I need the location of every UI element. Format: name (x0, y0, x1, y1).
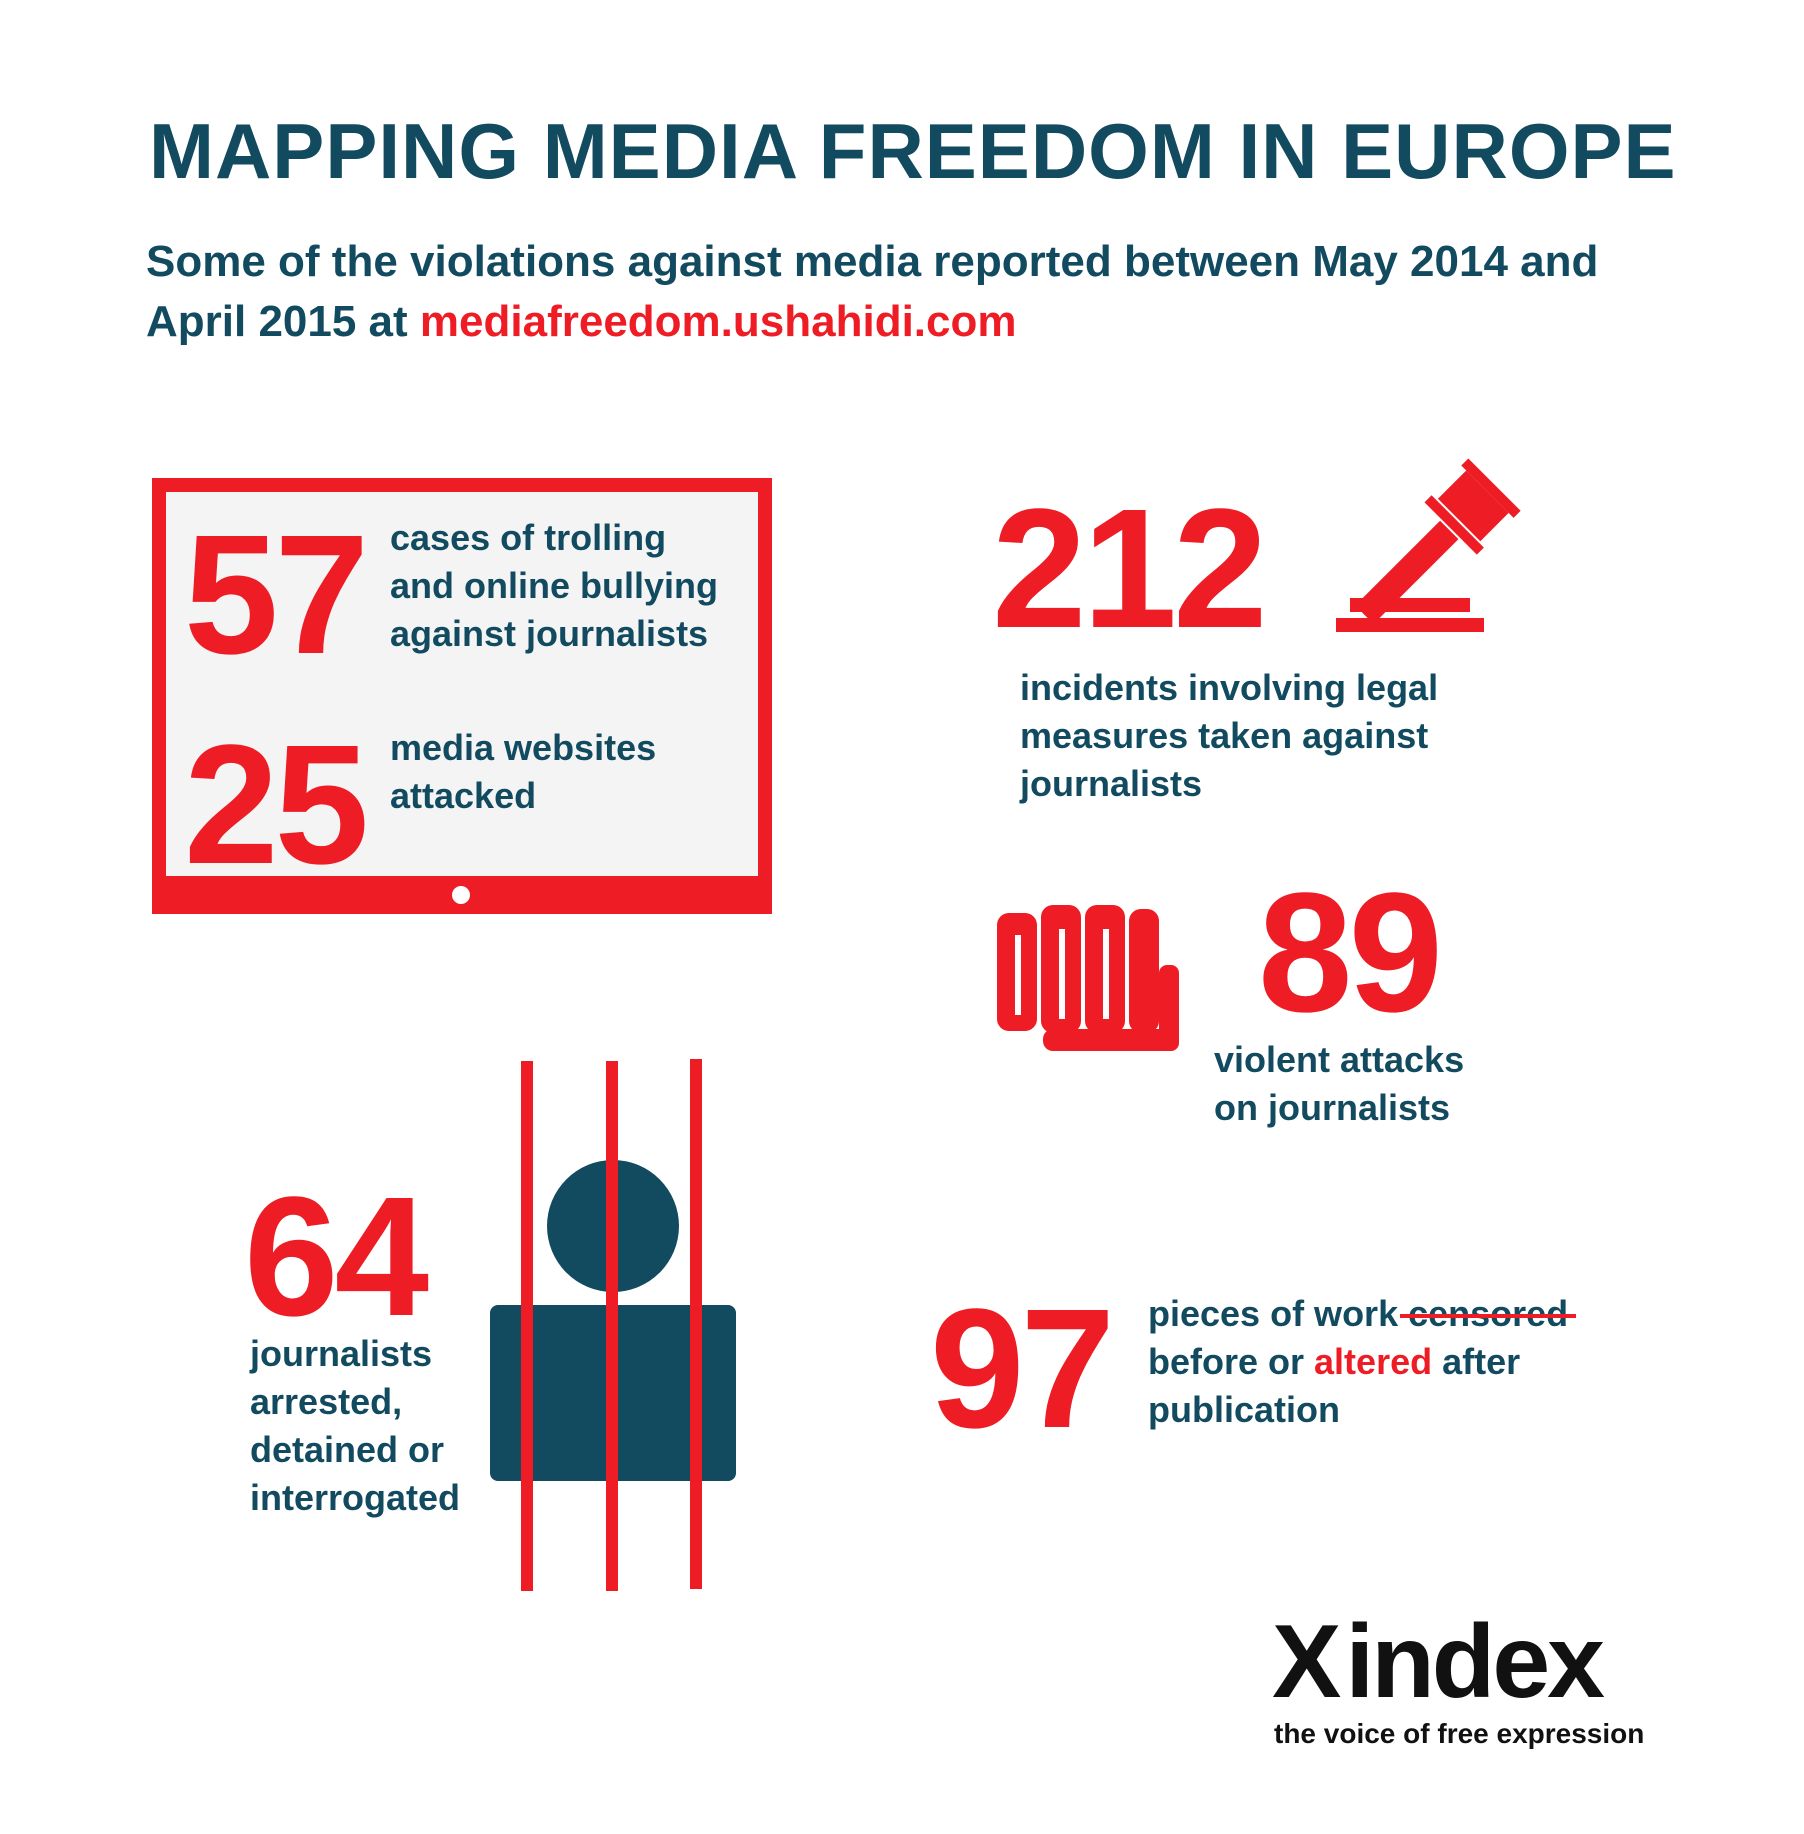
monitor-icon (152, 478, 772, 914)
stat-violent-label: violent attacks on journalists (1214, 1036, 1464, 1132)
stat-arrested-line: arrested, (250, 1381, 403, 1422)
logo-mark: X (1272, 1604, 1341, 1720)
stat-arrested-line: interrogated (250, 1477, 461, 1518)
page-title: MAPPING MEDIA FREEDOM IN EUROPE (149, 107, 1677, 195)
stat-websites-line: media websites (390, 727, 657, 768)
source-link[interactable]: mediafreedom.ushahidi.com (419, 297, 1017, 346)
page-subtitle: Some of the violations against media rep… (146, 232, 1706, 352)
stat-censored-line: publication (1148, 1389, 1340, 1430)
stat-censored-number: 97 (930, 1274, 1115, 1464)
index-logo: Xindex (1272, 1610, 1605, 1714)
monitor-screen (166, 492, 758, 876)
logo-name: index (1345, 1604, 1605, 1720)
stat-trolling-label: cases of trolling and online bullying ag… (390, 514, 718, 658)
stat-arrested-label: journalists arrested, detained or interr… (250, 1330, 460, 1522)
stat-arrested-number: 64 (244, 1162, 429, 1352)
stat-violent-line: on journalists (1214, 1087, 1451, 1128)
stat-trolling-line: cases of trolling (390, 517, 667, 558)
stat-arrested-line: journalists (250, 1333, 433, 1374)
logo-tagline: the voice of free expression (1274, 1718, 1645, 1749)
stat-censored-text: pieces of work (1148, 1293, 1409, 1334)
stat-trolling-line: and online bullying (390, 565, 718, 606)
stat-censored-line: pieces of work censored (1148, 1290, 1568, 1338)
stat-arrested-line: detained or (250, 1429, 445, 1470)
stat-legal-line: incidents involving legal (1020, 667, 1439, 708)
stat-violent-line: violent attacks (1214, 1039, 1465, 1080)
stat-legal-label: incidents involving legal measures taken… (1020, 664, 1438, 808)
stat-censored-text: before or (1148, 1341, 1315, 1382)
stat-websites-line: attacked (390, 775, 537, 816)
prisoner-icon (490, 1059, 736, 1591)
subtitle-text: Some of the violations against media rep… (146, 237, 1599, 346)
stat-trolling-line: against journalists (390, 613, 709, 654)
stat-censored-label: pieces of work censored before or altere… (1148, 1290, 1568, 1434)
stat-violent-number: 89 (1258, 858, 1443, 1048)
stat-legal-line: journalists (1020, 763, 1203, 804)
stat-censored-line: before or altered after (1148, 1338, 1568, 1386)
stat-trolling-number: 57 (184, 500, 369, 690)
stat-websites-label: media websites attacked (390, 724, 656, 820)
censored-word: censored (1408, 1293, 1569, 1334)
stat-legal-number: 212 (992, 474, 1268, 664)
stat-censored-text: after (1432, 1341, 1521, 1382)
fist-icon (997, 905, 1179, 1051)
altered-word: altered (1314, 1341, 1433, 1382)
stat-legal-line: measures taken against (1020, 715, 1429, 756)
monitor-power-dot (452, 886, 470, 904)
gavel-icon (1336, 458, 1521, 632)
stat-websites-number: 25 (184, 710, 369, 900)
